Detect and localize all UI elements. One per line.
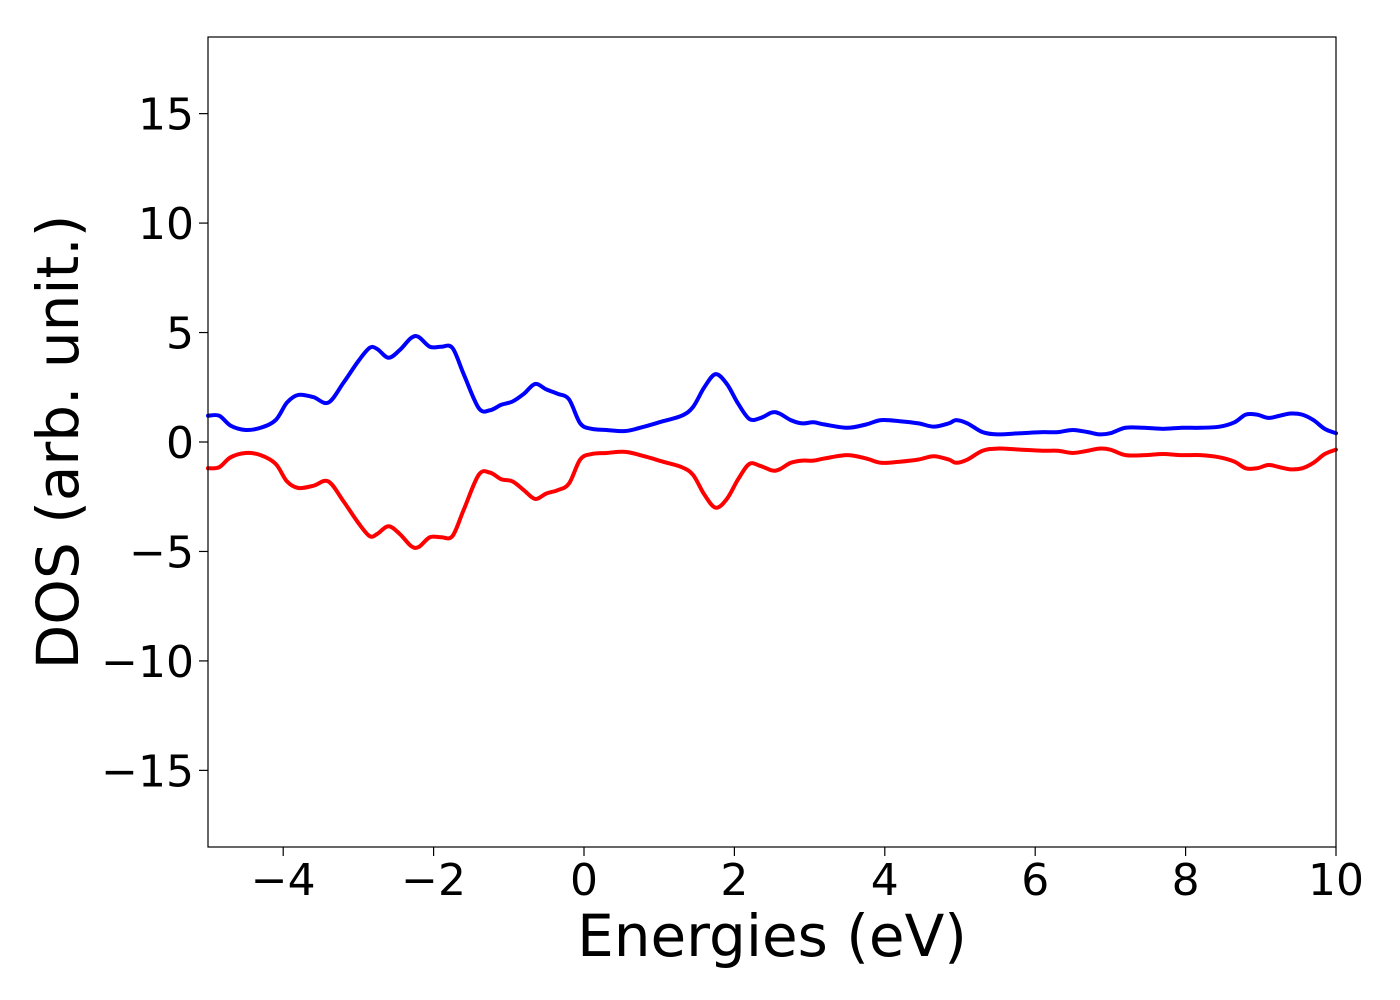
plot-frame [207, 36, 1337, 848]
y-tick-label: 15 [138, 90, 194, 141]
x-tick-label: 0 [570, 855, 598, 906]
x-tick-label: 6 [1021, 855, 1049, 906]
x-tick-label: 8 [1172, 855, 1200, 906]
x-tick-label: 2 [720, 855, 748, 906]
x-axis-title: Energies (eV) [577, 902, 967, 970]
y-tick-label: 0 [166, 418, 194, 469]
y-tick-label: −5 [129, 527, 194, 578]
x-tick-label: −4 [251, 855, 316, 906]
x-tick-label: −2 [401, 855, 466, 906]
y-tick-label: −10 [101, 637, 194, 688]
y-tick-label: −15 [101, 746, 194, 797]
series-layer [206, 334, 1338, 550]
series-line-red [206, 446, 1338, 550]
y-tick-label: 10 [138, 199, 194, 250]
x-tick-label: 10 [1308, 855, 1364, 906]
y-tick-label: 5 [166, 309, 194, 360]
ticks-layer: −4 −2 0 2 4 6 8 10 −15 −10 −5 0 5 10 15 [101, 90, 1364, 906]
y-axis-title: DOS (arb. unit.) [24, 215, 92, 670]
x-tick-label: 4 [871, 855, 899, 906]
series-line-blue [206, 334, 1338, 437]
